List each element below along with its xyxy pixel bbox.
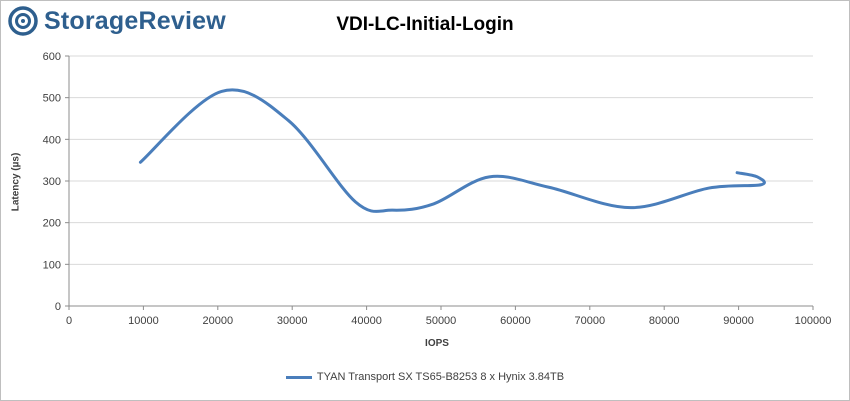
y-tick-label: 100	[43, 259, 61, 271]
x-tick-label: 20000	[203, 315, 234, 327]
brand-name: StorageReview	[44, 6, 226, 35]
x-tick-labels: 0 10000 20000 30000 40000 50000 60000 70000 8000…	[66, 315, 831, 327]
x-tick-label: 100000	[795, 315, 832, 327]
x-tick-label: 70000	[575, 315, 606, 327]
chart-title: VDI-LC-Initial-Login	[336, 14, 514, 35]
grid-lines	[69, 55, 813, 265]
x-tick-label: 90000	[723, 315, 754, 327]
y-tick-label: 300	[43, 176, 61, 188]
y-axis-label: Latency (µs)	[10, 152, 22, 212]
y-tick-label: 0	[55, 301, 61, 313]
x-tick-label: 50000	[426, 315, 457, 327]
y-tick-label: 600	[43, 51, 61, 63]
legend-label: TYAN Transport SX TS65-B8253 8 x Hynix 3…	[316, 371, 565, 383]
x-tick-label: 60000	[500, 315, 531, 327]
legend: TYAN Transport SX TS65-B8253 8 x Hynix 3…	[0, 371, 850, 383]
brand-logo: StorageReview	[8, 5, 226, 37]
y-tick-label: 500	[43, 93, 61, 105]
y-tick-label: 400	[43, 134, 61, 146]
series-line	[138, 88, 766, 213]
x-tick-label: 0	[66, 315, 72, 327]
x-tick-label: 10000	[128, 315, 159, 327]
x-tick-label: 40000	[351, 315, 382, 327]
axes	[65, 55, 814, 310]
y-tick-labels: 0 100 200 300 400 500 600	[43, 51, 61, 313]
legend-swatch	[285, 375, 312, 379]
storagereview-logo-icon	[8, 6, 38, 36]
x-tick-label: 80000	[649, 315, 680, 327]
y-tick-label: 200	[43, 218, 61, 230]
series-group	[138, 88, 766, 213]
x-axis-label: IOPS	[425, 338, 449, 349]
x-tick-label: 30000	[277, 315, 308, 327]
